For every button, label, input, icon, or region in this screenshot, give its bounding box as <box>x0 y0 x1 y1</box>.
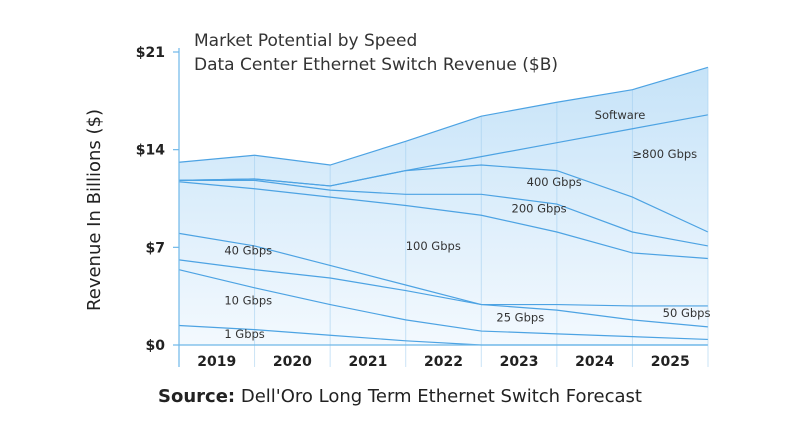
y-tick-label: $14 <box>136 143 165 159</box>
segment-label: 25 Gbps <box>496 310 544 324</box>
x-tick-label: 2020 <box>273 354 312 370</box>
boundary-line-layer <box>178 66 709 346</box>
x-tick-label: 2024 <box>575 354 614 370</box>
boundary-line-10-gbps <box>178 269 709 341</box>
y-tick-label: $7 <box>146 240 165 256</box>
boundary-line-software <box>178 66 709 166</box>
boundary-line--800-gbps <box>178 114 709 187</box>
source-caption: Source: Dell'Oro Long Term Ethernet Swit… <box>0 386 800 407</box>
segment-label: 400 Gbps <box>527 175 582 189</box>
boundary-line-25-gbps <box>178 259 709 328</box>
axis-layer: $0 $7 $14 $21 2019 2020 2021 2022 2023 2024 2025 <box>136 45 709 370</box>
segment-label: Software <box>595 108 646 122</box>
x-tick-label: 2019 <box>197 354 236 370</box>
segment-label: 10 Gbps <box>224 294 272 308</box>
segment-label: 1 Gbps <box>224 327 264 341</box>
boundary-line-200-gbps <box>179 179 709 247</box>
segment-label: 100 Gbps <box>406 239 461 253</box>
x-tick-label: 2025 <box>651 354 690 370</box>
source-prefix: Source: <box>158 386 236 407</box>
segment-label-layer: Software ≥800 Gbps 400 Gbps 200 Gbps 100 Gbp… <box>224 108 710 341</box>
y-tick-label: $21 <box>136 45 165 61</box>
y-tick-label: $0 <box>146 338 166 354</box>
boundary-line-40-gbps <box>178 232 708 307</box>
x-tick-label: 2022 <box>424 354 463 370</box>
segment-label: 40 Gbps <box>224 243 272 257</box>
segment-label: ≥800 Gbps <box>632 147 697 161</box>
segment-label: 50 Gbps <box>663 306 711 320</box>
x-tick-label: 2023 <box>500 354 539 370</box>
y-axis-label: Revenue In Billions ($) <box>84 109 105 311</box>
gridline-layer <box>254 89 633 367</box>
chart-title: Market Potential by Speed <box>194 31 417 51</box>
x-tick-label: 2021 <box>348 354 387 370</box>
chart-subtitle: Data Center Ethernet Switch Revenue ($B) <box>194 55 558 75</box>
boundary-line-100-gbps <box>178 181 709 260</box>
source-text: Dell'Oro Long Term Ethernet Switch Forec… <box>235 386 642 407</box>
segment-label: 200 Gbps <box>512 201 567 215</box>
